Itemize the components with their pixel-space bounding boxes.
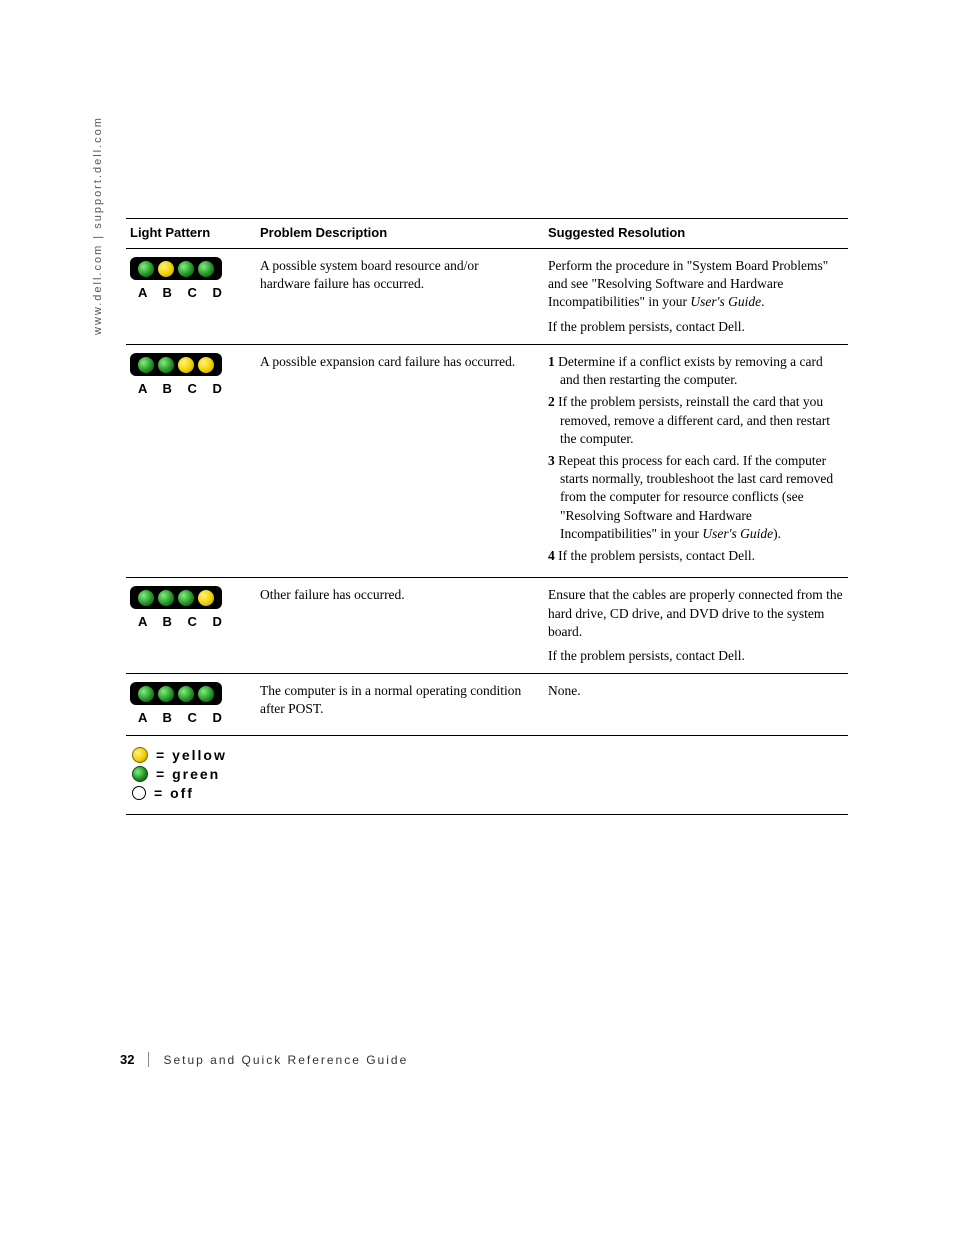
led-row-label: A B C D (130, 709, 252, 727)
led-green-icon (158, 590, 174, 606)
legend: = yellow = green = off (126, 736, 848, 815)
light-pattern-cell: A B C D (126, 344, 256, 577)
led-row-label: A B C D (130, 380, 252, 398)
diagnostic-table: Light Pattern Problem Description Sugges… (126, 218, 848, 736)
suggested-resolution-cell: Perform the procedure in "System Board P… (544, 249, 848, 345)
led-box (130, 353, 222, 376)
led-green-icon (138, 261, 154, 277)
legend-off-label: = off (154, 785, 194, 801)
light-pattern-cell: A B C D (126, 249, 256, 345)
problem-description-cell: Other failure has occurred. (256, 578, 544, 674)
diagnostic-table-region: Light Pattern Problem Description Sugges… (126, 218, 848, 815)
led-yellow-icon (132, 747, 148, 763)
led-green-icon (178, 686, 194, 702)
led-yellow-icon (198, 357, 214, 373)
light-pattern-cell: A B C D (126, 578, 256, 674)
legend-yellow: = yellow (130, 747, 848, 763)
page-footer: 32 Setup and Quick Reference Guide (120, 1052, 408, 1067)
suggested-resolution-cell: 1 Determine if a conflict exists by remo… (544, 344, 848, 577)
led-yellow-icon (158, 261, 174, 277)
table-row: A B C DThe computer is in a normal opera… (126, 674, 848, 736)
legend-yellow-label: = yellow (156, 747, 227, 763)
led-green-icon (138, 357, 154, 373)
led-box (130, 682, 222, 705)
led-green-icon (132, 766, 148, 782)
led-green-icon (138, 686, 154, 702)
led-green-icon (198, 261, 214, 277)
led-row-label: A B C D (130, 613, 252, 631)
led-green-icon (178, 261, 194, 277)
resolution-step: 1 Determine if a conflict exists by remo… (548, 353, 844, 389)
resolution-paragraph: If the problem persists, contact Dell. (548, 318, 844, 336)
led-box (130, 586, 222, 609)
table-row: A B C DOther failure has occurred.Ensure… (126, 578, 848, 674)
resolution-step: 4 If the problem persists, contact Dell. (548, 547, 844, 565)
legend-off: = off (130, 785, 848, 801)
resolution-step: 2 If the problem persists, reinstall the… (548, 393, 844, 448)
led-row-label: A B C D (130, 284, 252, 302)
page-number: 32 (120, 1052, 149, 1067)
resolution-paragraph: Perform the procedure in "System Board P… (548, 257, 844, 312)
led-green-icon (138, 590, 154, 606)
led-green-icon (178, 590, 194, 606)
problem-description-cell: A possible system board resource and/or … (256, 249, 544, 345)
header-suggested-resolution: Suggested Resolution (544, 219, 848, 249)
resolution-paragraph: If the problem persists, contact Dell. (548, 647, 844, 665)
legend-green-label: = green (156, 766, 220, 782)
resolution-paragraph: Ensure that the cables are properly conn… (548, 586, 844, 641)
led-green-icon (158, 686, 174, 702)
resolution-step: 3 Repeat this process for each card. If … (548, 452, 844, 543)
led-green-icon (198, 686, 214, 702)
header-light-pattern: Light Pattern (126, 219, 256, 249)
led-off-icon (132, 786, 146, 800)
table-row: A B C DA possible expansion card failure… (126, 344, 848, 577)
suggested-resolution-cell: None. (544, 674, 848, 736)
side-url-text: www.dell.com | support.dell.com (92, 116, 104, 335)
table-row: A B C DA possible system board resource … (126, 249, 848, 345)
footer-title: Setup and Quick Reference Guide (163, 1053, 408, 1067)
led-green-icon (158, 357, 174, 373)
led-yellow-icon (198, 590, 214, 606)
led-box (130, 257, 222, 280)
legend-green: = green (130, 766, 848, 782)
resolution-paragraph: None. (548, 682, 844, 700)
led-yellow-icon (178, 357, 194, 373)
light-pattern-cell: A B C D (126, 674, 256, 736)
header-problem-description: Problem Description (256, 219, 544, 249)
problem-description-cell: A possible expansion card failure has oc… (256, 344, 544, 577)
suggested-resolution-cell: Ensure that the cables are properly conn… (544, 578, 848, 674)
problem-description-cell: The computer is in a normal operating co… (256, 674, 544, 736)
